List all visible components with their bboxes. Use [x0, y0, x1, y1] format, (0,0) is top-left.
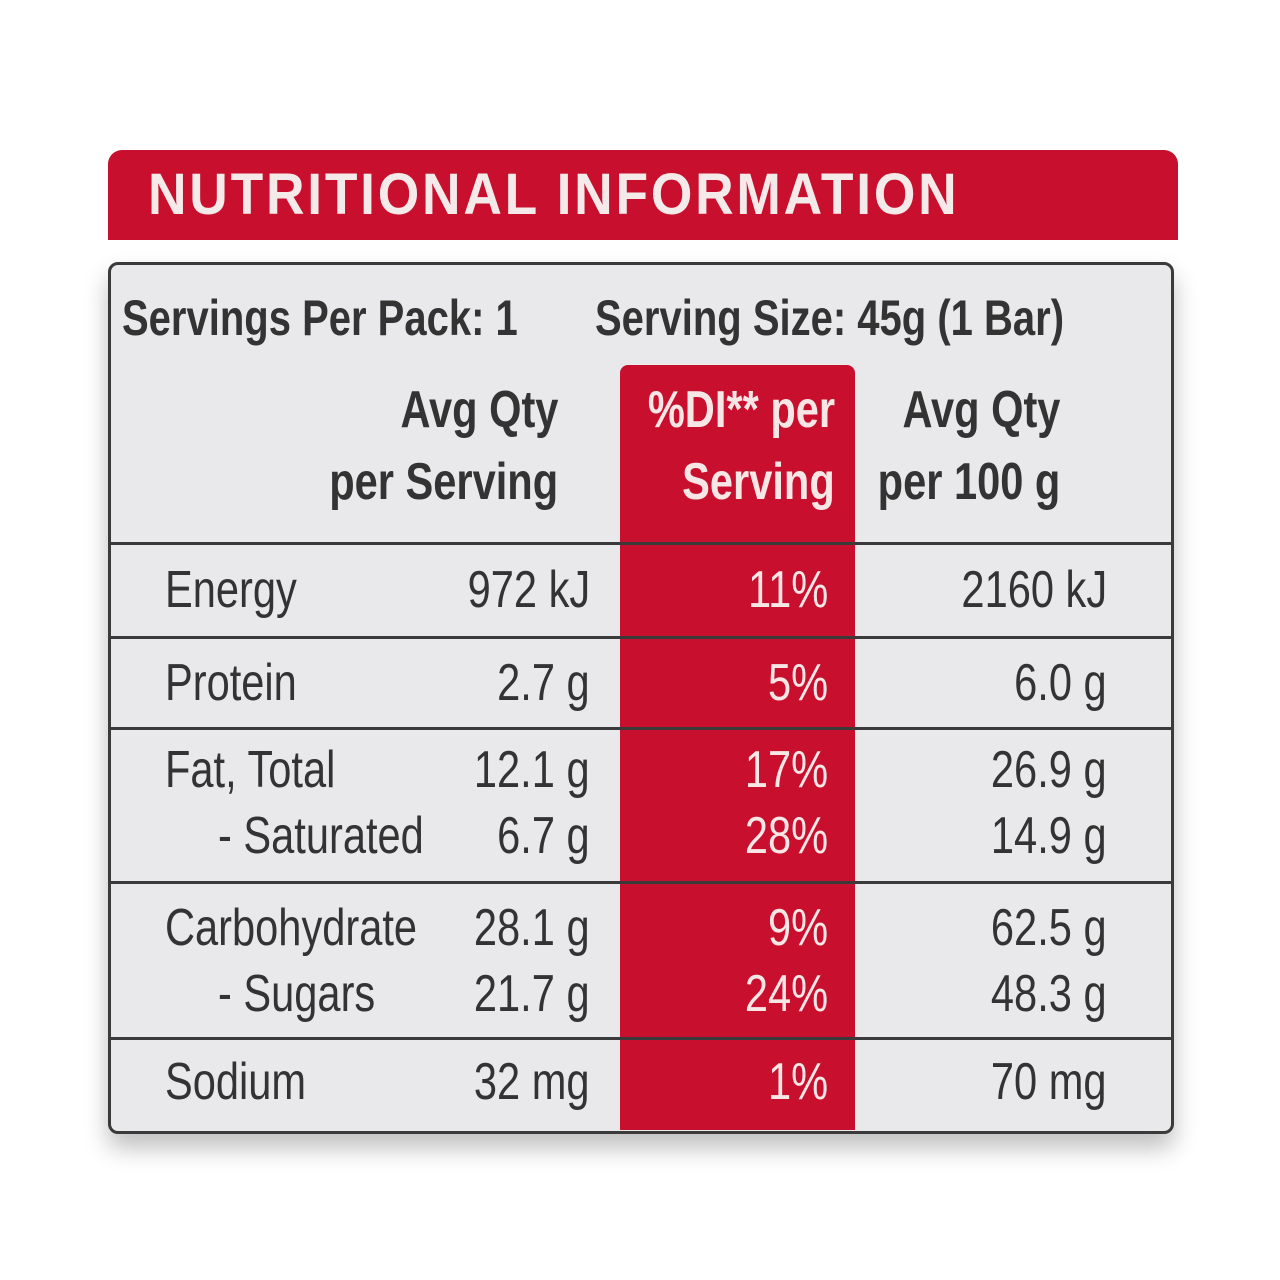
title-bar [108, 150, 1178, 240]
column-header: per 100 g [877, 453, 1060, 511]
column-header: Avg Qty [902, 381, 1060, 439]
column-header: Avg Qty [400, 381, 558, 439]
column-header: per Serving [329, 453, 558, 511]
nutrient-value: 24% [744, 965, 828, 1023]
row-separator [110, 1037, 1172, 1040]
nutrient-value: 6.7 g [497, 807, 590, 865]
nutrient-value: 12.1 g [474, 741, 590, 799]
nutrient-value: 9% [767, 899, 828, 957]
nutrient-value: 11% [747, 561, 828, 619]
row-separator [110, 636, 1172, 639]
nutrient-value: 70 mg [991, 1053, 1107, 1111]
serving-size: Serving Size: 45g (1 Bar) [595, 290, 1065, 346]
column-header: Serving [682, 453, 835, 511]
nutrient-label: Carbohydrate [165, 899, 418, 957]
nutrient-value: 21.7 g [474, 965, 590, 1023]
nutrient-value: 14.9 g [991, 807, 1107, 865]
row-separator [110, 881, 1172, 884]
column-header: %DI** per [647, 381, 835, 439]
nutrient-value: 17% [744, 741, 828, 799]
title: NUTRITIONAL INFORMATION [148, 162, 960, 227]
nutrient-value: 1% [767, 1053, 828, 1111]
di-column [620, 365, 855, 1130]
nutrient-value: 972 kJ [467, 561, 590, 619]
nutrient-value: 32 mg [474, 1053, 590, 1111]
row-separator [110, 542, 1172, 545]
nutrient-label: - Saturated [218, 807, 424, 865]
nutrient-label: Sodium [165, 1053, 307, 1111]
servings-per-pack: Servings Per Pack: 1 [122, 290, 518, 346]
nutrient-value: 6.0 g [1014, 654, 1107, 712]
nutrient-value: 28.1 g [474, 899, 590, 957]
nutrient-value: 5% [767, 654, 828, 712]
nutrient-value: 26.9 g [991, 741, 1107, 799]
nutrient-value: 28% [744, 807, 828, 865]
nutrient-value: 2.7 g [497, 654, 590, 712]
nutrient-label: - Sugars [218, 965, 376, 1023]
row-separator [110, 727, 1172, 730]
nutrient-value: 48.3 g [991, 965, 1107, 1023]
nutrient-value: 2160 kJ [961, 561, 1107, 619]
nutrient-label: Fat, Total [165, 741, 336, 799]
nutrient-label: Protein [165, 654, 297, 712]
nutrient-label: Energy [165, 561, 297, 619]
nutrient-value: 62.5 g [991, 899, 1107, 957]
